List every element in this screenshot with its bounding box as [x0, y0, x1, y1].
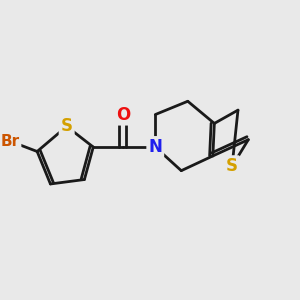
Text: Br: Br [0, 134, 20, 148]
Text: O: O [116, 106, 130, 124]
Text: N: N [148, 138, 162, 156]
Text: S: S [226, 157, 238, 175]
Text: S: S [61, 117, 73, 135]
